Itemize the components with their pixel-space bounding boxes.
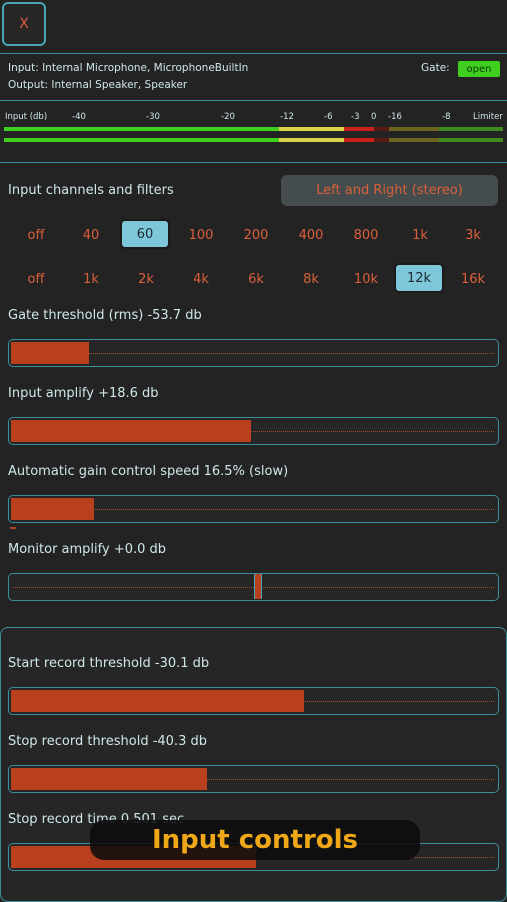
lowpass-option[interactable]: 1k — [83, 271, 99, 287]
lowpass-option[interactable]: 10k — [353, 271, 379, 287]
stop-record-threshold-label: Stop record threshold -40.3 db — [8, 734, 207, 749]
input-amplify-label: Input amplify +18.6 db — [8, 386, 159, 401]
divider — [0, 162, 507, 163]
highpass-option-selected[interactable]: 60 — [120, 219, 170, 249]
lowpass-option[interactable]: 16k — [460, 271, 486, 287]
highpass-option[interactable]: 400 — [298, 227, 324, 243]
meter-tick: Limiter — [473, 112, 503, 122]
gate-status-badge: open — [458, 61, 500, 77]
highpass-option[interactable]: 200 — [243, 227, 269, 243]
highpass-option[interactable]: 3k — [465, 227, 481, 243]
meter-input-label: Input (db) — [5, 112, 48, 122]
divider — [0, 53, 507, 54]
channels-label: Input channels and filters — [8, 183, 174, 198]
close-button[interactable]: X — [2, 2, 46, 46]
lowpass-option[interactable]: 6k — [248, 271, 264, 287]
meter-tick: -3 — [351, 112, 360, 122]
meter-tick: -12 — [280, 112, 294, 122]
meter-tick: -6 — [324, 112, 333, 122]
stop-record-threshold-slider[interactable] — [8, 765, 499, 793]
input-controls-toast: Input controls — [90, 820, 420, 860]
highpass-option[interactable]: 800 — [353, 227, 379, 243]
meter-tick: -40 — [72, 112, 86, 122]
agc-speed-label: Automatic gain control speed 16.5% (slow… — [8, 464, 289, 479]
agc-speed-slider[interactable] — [8, 495, 499, 523]
monitor-amplify-label: Monitor amplify +0.0 db — [8, 542, 167, 557]
gate-threshold-slider[interactable] — [8, 339, 499, 367]
meter-tick: -20 — [221, 112, 235, 122]
stop-record-time-slider[interactable] — [8, 843, 499, 871]
highpass-option[interactable]: 40 — [82, 227, 100, 243]
lowpass-option-selected[interactable]: 12k — [394, 263, 444, 293]
start-record-threshold-label: Start record threshold -30.1 db — [8, 656, 210, 671]
divider — [0, 100, 507, 101]
input-level-meter-right — [4, 138, 503, 142]
input-device-label: Input: Internal Microphone, MicrophoneBu… — [8, 62, 249, 74]
monitor-amplify-slider[interactable] — [8, 573, 499, 601]
highpass-option[interactable]: 1k — [412, 227, 428, 243]
lowpass-option[interactable]: 2k — [138, 271, 154, 287]
start-record-threshold-slider[interactable] — [8, 687, 499, 715]
meter-tick: -16 — [388, 112, 402, 122]
output-device-label: Output: Internal Speaker, Speaker — [8, 79, 188, 91]
agc-indicator — [10, 527, 16, 529]
input-amplify-slider[interactable] — [8, 417, 499, 445]
lowpass-option[interactable]: 8k — [303, 271, 319, 287]
input-level-meter-left — [4, 127, 503, 131]
gate-threshold-label: Gate threshold (rms) -53.7 db — [8, 308, 202, 323]
monitor-thumb[interactable] — [254, 574, 262, 599]
meter-tick: -30 — [146, 112, 160, 122]
highpass-option[interactable]: 100 — [188, 227, 214, 243]
highpass-option[interactable]: off — [27, 227, 45, 243]
lowpass-option[interactable]: off — [27, 271, 45, 287]
stereo-button[interactable]: Left and Right (stereo) — [281, 175, 498, 206]
meter-tick: -8 — [442, 112, 451, 122]
lowpass-option[interactable]: 4k — [193, 271, 209, 287]
meter-tick: 0 — [371, 112, 377, 122]
gate-label: Gate: — [421, 62, 450, 74]
